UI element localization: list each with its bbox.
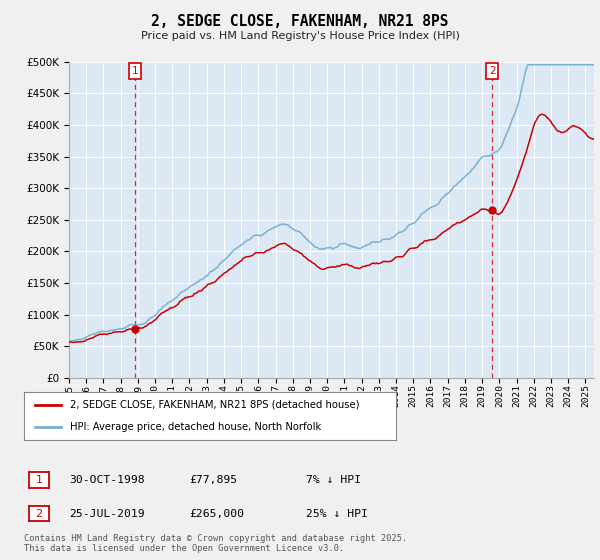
Text: 1: 1 (35, 475, 43, 485)
Text: 2: 2 (35, 508, 43, 519)
Text: 1: 1 (131, 66, 138, 76)
Text: Price paid vs. HM Land Registry's House Price Index (HPI): Price paid vs. HM Land Registry's House … (140, 31, 460, 41)
Text: 7% ↓ HPI: 7% ↓ HPI (306, 475, 361, 485)
Text: 25-JUL-2019: 25-JUL-2019 (69, 508, 145, 519)
Text: 30-OCT-1998: 30-OCT-1998 (69, 475, 145, 485)
Text: Contains HM Land Registry data © Crown copyright and database right 2025.
This d: Contains HM Land Registry data © Crown c… (24, 534, 407, 553)
Text: 2, SEDGE CLOSE, FAKENHAM, NR21 8PS (detached house): 2, SEDGE CLOSE, FAKENHAM, NR21 8PS (deta… (71, 400, 360, 410)
Text: £265,000: £265,000 (189, 508, 244, 519)
Text: 25% ↓ HPI: 25% ↓ HPI (306, 508, 368, 519)
Text: HPI: Average price, detached house, North Norfolk: HPI: Average price, detached house, Nort… (71, 422, 322, 432)
Text: £77,895: £77,895 (189, 475, 237, 485)
Text: 2: 2 (489, 66, 496, 76)
Text: 2, SEDGE CLOSE, FAKENHAM, NR21 8PS: 2, SEDGE CLOSE, FAKENHAM, NR21 8PS (151, 14, 449, 29)
